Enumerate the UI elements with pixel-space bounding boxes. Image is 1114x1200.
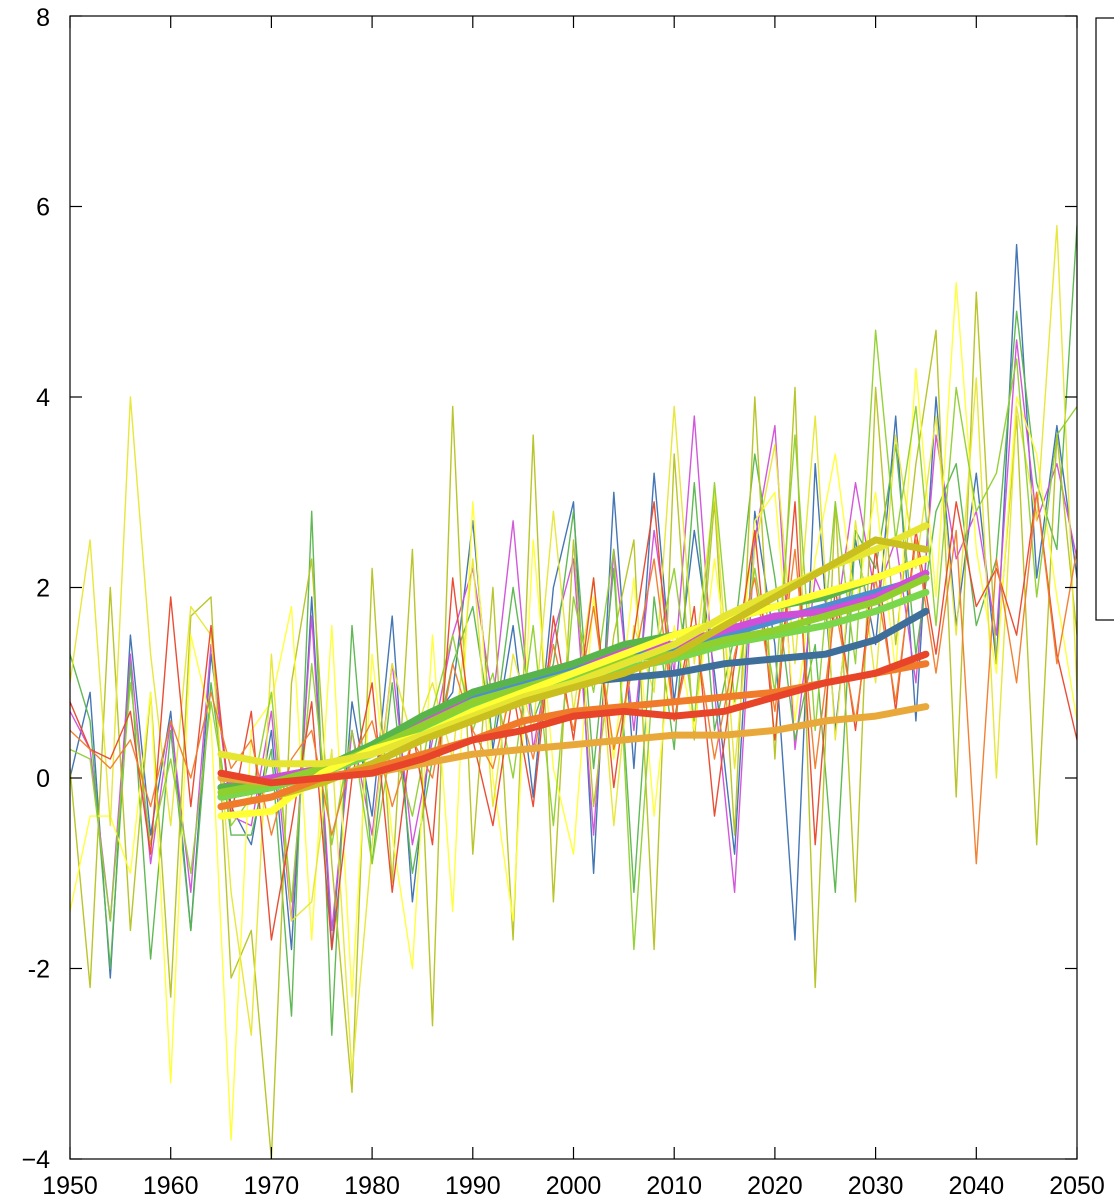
x-tick-label-4: 1990 [445,1172,501,1200]
member-line-2 [70,224,1077,1036]
x-tick-label-3: 1980 [344,1172,400,1200]
ensemble-mean-line-11 [217,650,930,787]
ensemble-mean-line-6 [217,555,930,820]
x-tick-label-6: 2010 [646,1172,702,1200]
y-tick-label-1: -2 [28,956,50,984]
y-tick-label-5: 6 [36,194,50,222]
member-line-5 [70,224,1077,1075]
ticks-layer: 1950 1960 1970 1980 1990 2000 2010 2020 2030 2040… [21,4,1104,1200]
series-layer [70,224,1077,1159]
member-line-6 [70,329,1077,951]
y-tick-label-0: −4 [21,1146,50,1174]
x-tick-label-2: 1970 [244,1172,300,1200]
x-tick-label-8: 2030 [848,1172,904,1200]
y-tick-label-3: 2 [36,575,50,603]
y-tick-label-2: 0 [36,765,50,793]
x-tick-label-5: 2000 [546,1172,602,1200]
member-line-4 [70,282,1077,1141]
legend-box [1095,17,1114,621]
member-line-1 [70,339,1077,932]
x-tick-label-1: 1960 [143,1172,199,1200]
y-tick-label-6: 8 [36,4,50,32]
x-tick-label-10: 2050 [1049,1172,1105,1200]
x-tick-label-9: 2040 [948,1172,1004,1200]
x-tick-label-0: 1950 [42,1172,98,1200]
x-tick-label-7: 2020 [747,1172,803,1200]
y-tick-label-4: 4 [36,384,50,412]
